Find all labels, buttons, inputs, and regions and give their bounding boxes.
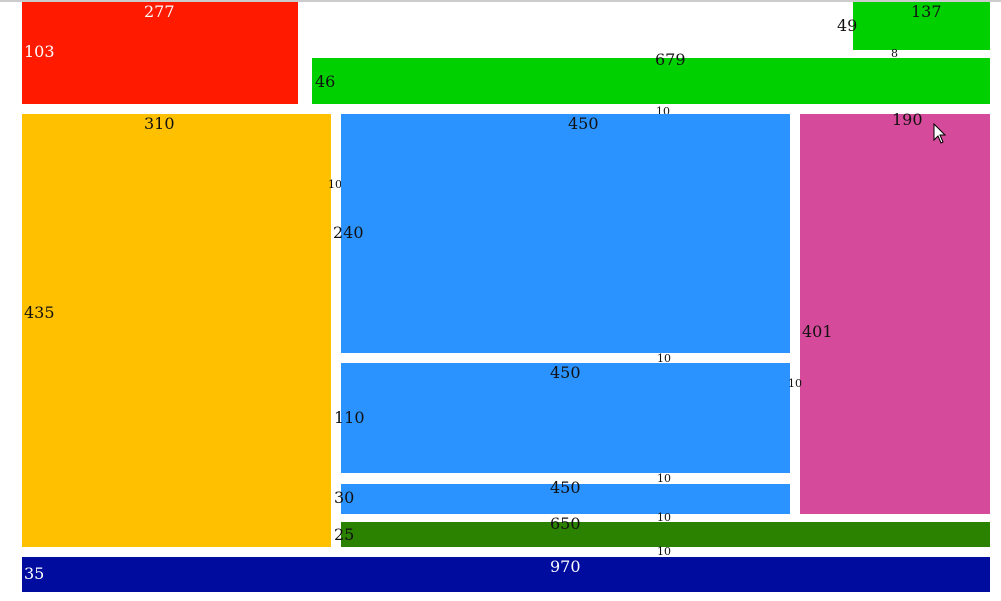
- yellow-box: [22, 114, 331, 547]
- gap-label: 10: [328, 178, 342, 191]
- height-label: 401: [802, 322, 833, 341]
- height-label: 49: [837, 16, 858, 35]
- gap-label: 10: [657, 352, 671, 365]
- blue-box: [341, 484, 790, 514]
- navy-box: [22, 557, 990, 592]
- width-label: 450: [568, 114, 599, 133]
- width-label: 450: [550, 478, 581, 497]
- dark-green-box: [341, 522, 990, 547]
- height-label: 35: [24, 564, 45, 583]
- top-border: [0, 0, 1001, 2]
- width-label: 679: [655, 50, 686, 69]
- width-label: 970: [550, 557, 581, 576]
- gap-label: 10: [657, 545, 671, 558]
- height-label: 240: [333, 223, 364, 242]
- gap-label: 10: [657, 511, 671, 524]
- height-label: 25: [334, 525, 355, 544]
- gap-label: 10: [657, 472, 671, 485]
- blue-box: [341, 363, 790, 473]
- gap-label: 10: [788, 377, 802, 390]
- green-box-small: [853, 2, 990, 50]
- blue-box: [341, 114, 790, 353]
- height-label: 435: [24, 303, 55, 322]
- mouse-cursor: [933, 123, 947, 144]
- width-label: 650: [550, 514, 581, 533]
- width-label: 450: [550, 363, 581, 382]
- height-label: 30: [334, 488, 355, 507]
- height-label: 46: [315, 72, 336, 91]
- pink-box: [800, 114, 990, 514]
- red-box: [22, 2, 298, 104]
- width-label: 190: [892, 110, 923, 129]
- width-label: 277: [144, 2, 175, 21]
- width-label: 310: [144, 114, 175, 133]
- height-label: 103: [24, 42, 55, 61]
- green-box-wide: [312, 58, 990, 104]
- width-label: 137: [911, 2, 942, 21]
- gap-label: 8: [891, 47, 898, 60]
- height-label: 110: [334, 408, 365, 427]
